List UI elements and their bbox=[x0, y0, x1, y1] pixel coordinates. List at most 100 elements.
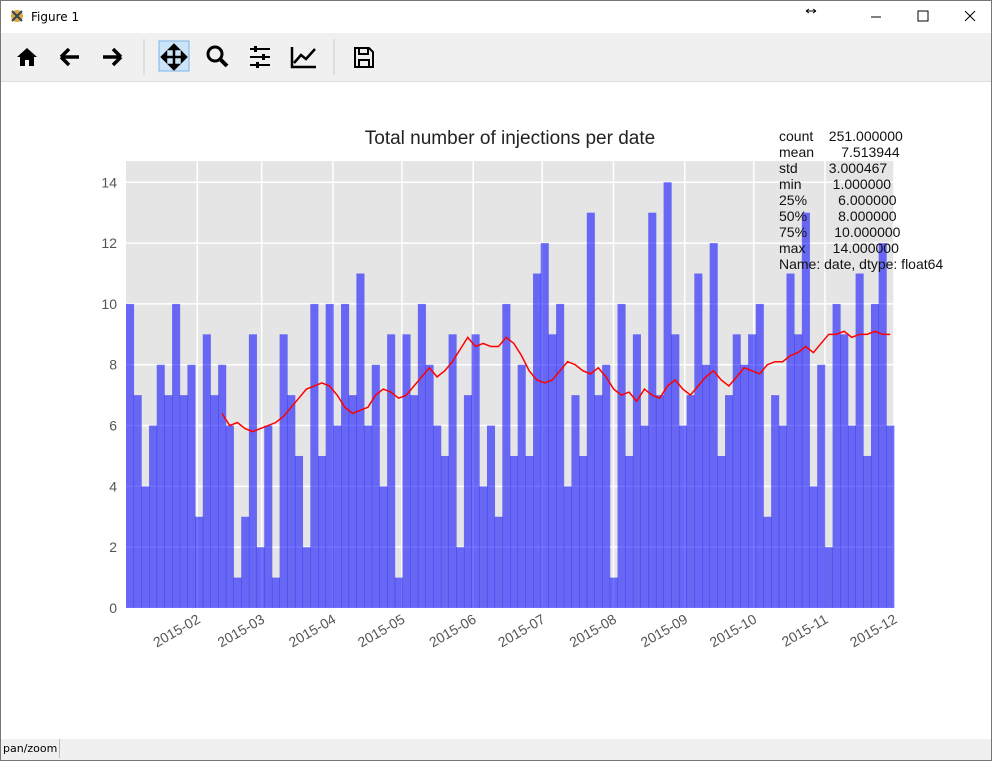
bar bbox=[655, 395, 664, 608]
x-tick-label: 2015-10 bbox=[707, 611, 760, 651]
bar bbox=[763, 516, 772, 608]
bar bbox=[671, 334, 680, 608]
bar bbox=[210, 395, 219, 608]
bar bbox=[548, 334, 557, 608]
edit-axis-button[interactable] bbox=[290, 47, 316, 69]
bar bbox=[187, 364, 196, 608]
bar bbox=[556, 303, 565, 608]
bar bbox=[379, 486, 388, 608]
bar bbox=[571, 395, 580, 608]
bar bbox=[694, 273, 703, 608]
bar bbox=[486, 425, 496, 608]
bar bbox=[579, 455, 588, 608]
bar bbox=[632, 334, 641, 608]
bar bbox=[440, 455, 449, 608]
stats-text: count 251.000000 bbox=[779, 128, 903, 144]
stats-text: 50% 8.000000 bbox=[779, 208, 897, 224]
y-tick-label: 2 bbox=[109, 539, 117, 555]
bar bbox=[264, 425, 273, 608]
bar bbox=[471, 334, 480, 608]
bar bbox=[341, 303, 350, 608]
bar bbox=[725, 395, 734, 608]
bar bbox=[172, 303, 181, 608]
bar bbox=[479, 486, 488, 608]
stats-text: std 3.000467 bbox=[779, 160, 887, 176]
chart: Total number of injections per date 0 2 4 6… bbox=[101, 128, 943, 651]
bar bbox=[233, 577, 242, 608]
bar bbox=[617, 303, 626, 608]
bar bbox=[625, 455, 634, 608]
configure-button[interactable] bbox=[250, 48, 270, 66]
y-tick-label: 14 bbox=[101, 174, 117, 190]
bar bbox=[517, 364, 526, 608]
bar bbox=[287, 395, 296, 608]
bar bbox=[602, 364, 611, 608]
bar bbox=[164, 395, 173, 608]
bar bbox=[149, 425, 158, 608]
x-tick-label: 2015-08 bbox=[566, 611, 619, 651]
bar bbox=[540, 243, 549, 608]
bar bbox=[563, 486, 572, 608]
bar bbox=[502, 303, 511, 608]
bar bbox=[302, 547, 311, 608]
bar bbox=[371, 364, 380, 608]
toolbar[interactable] bbox=[1, 33, 991, 82]
bar bbox=[510, 455, 519, 608]
bar bbox=[525, 455, 534, 608]
bar bbox=[709, 243, 718, 608]
stats-text: 75% 10.000000 bbox=[779, 224, 901, 240]
home-button[interactable] bbox=[17, 48, 37, 66]
y-tick-label: 10 bbox=[101, 296, 117, 312]
bar bbox=[686, 395, 695, 608]
window-controls[interactable] bbox=[801, 1, 991, 32]
window-title: Figure 1 bbox=[31, 9, 80, 24]
bar bbox=[241, 516, 250, 608]
bar bbox=[356, 273, 365, 608]
x-tick-label: 2015-07 bbox=[495, 611, 548, 651]
y-tick-label: 12 bbox=[101, 235, 117, 251]
y-tick-label: 0 bbox=[109, 600, 117, 616]
bar bbox=[640, 425, 649, 608]
bar bbox=[740, 364, 749, 608]
bar bbox=[533, 273, 542, 608]
back-button[interactable] bbox=[59, 47, 79, 67]
bar bbox=[225, 425, 234, 608]
bar bbox=[248, 334, 257, 608]
rolling-mean-line bbox=[221, 330, 891, 433]
bar bbox=[348, 395, 357, 608]
bar bbox=[195, 516, 204, 608]
bar bbox=[840, 334, 849, 608]
x-tick-label: 2015-02 bbox=[150, 611, 203, 651]
bar bbox=[809, 486, 818, 608]
bar bbox=[748, 334, 757, 608]
forward-button[interactable] bbox=[103, 47, 123, 67]
bar bbox=[817, 364, 826, 608]
bar bbox=[886, 425, 895, 608]
chart-title: Total number of injections per date bbox=[365, 128, 655, 149]
bar bbox=[456, 547, 465, 608]
status-bar: pan/zoom bbox=[1, 739, 991, 760]
save-button[interactable] bbox=[354, 47, 374, 68]
x-tick-label: 2015-11 bbox=[779, 611, 831, 650]
bar bbox=[801, 212, 810, 608]
bar bbox=[609, 577, 618, 608]
bar bbox=[755, 303, 764, 608]
x-tick-label: 2015-04 bbox=[286, 611, 339, 651]
bar bbox=[778, 425, 787, 608]
x-tick-label: 2015-03 bbox=[215, 611, 268, 651]
bar bbox=[402, 334, 411, 608]
zoom-button[interactable] bbox=[206, 45, 224, 63]
bar bbox=[333, 425, 342, 608]
bar bbox=[870, 303, 880, 608]
bar bbox=[732, 334, 741, 608]
bar bbox=[156, 364, 165, 608]
bar bbox=[410, 395, 419, 608]
bar bbox=[855, 273, 864, 608]
bar bbox=[717, 455, 726, 608]
bar bbox=[279, 334, 288, 608]
bar bbox=[794, 334, 803, 608]
bar bbox=[786, 273, 795, 608]
bar bbox=[387, 334, 396, 608]
bar bbox=[648, 212, 657, 608]
